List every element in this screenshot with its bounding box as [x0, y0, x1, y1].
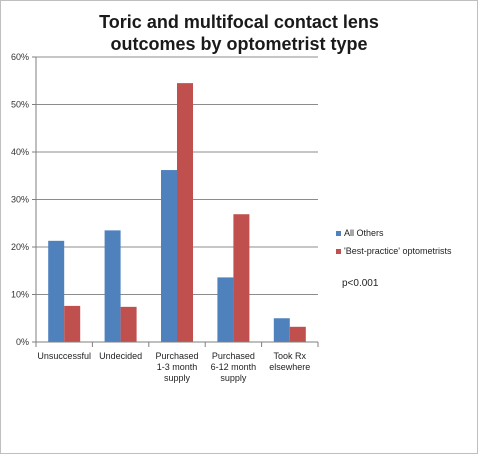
chart-title: Toric and multifocal contact lensoutcome…	[99, 12, 379, 54]
category-label: Undecided	[99, 351, 142, 361]
bar	[104, 230, 121, 342]
p-value-annotation: p<0.001	[342, 278, 379, 289]
bar	[120, 306, 137, 342]
legend: All Others 'Best-practice' optometrists	[336, 228, 452, 256]
bar	[217, 277, 234, 342]
y-axis-ticks: 0% 10% 20% 30% 40% 50% 60%	[11, 52, 36, 347]
legend-swatch	[336, 231, 341, 236]
category-label: Took Rx	[274, 351, 307, 361]
bar	[273, 318, 290, 342]
category-label: supply	[220, 373, 247, 383]
legend-label: All Others	[344, 228, 384, 238]
bar	[289, 326, 306, 342]
bars	[48, 83, 306, 342]
y-tick-label: 50%	[11, 100, 29, 110]
y-tick-label: 60%	[11, 52, 29, 62]
category-label: Purchased	[155, 351, 198, 361]
category-label: Unsuccessful	[37, 351, 91, 361]
bar	[177, 83, 193, 342]
axes	[35, 57, 319, 347]
category-label: Purchased	[212, 351, 255, 361]
bar	[64, 305, 81, 342]
bar	[48, 240, 65, 342]
gridlines	[36, 56, 318, 295]
category-label: 6-12 month	[211, 362, 257, 372]
y-tick-label: 10%	[11, 290, 29, 300]
category-label: supply	[164, 373, 191, 383]
category-label: 1-3 month	[157, 362, 198, 372]
legend-label: 'Best-practice' optometrists	[344, 246, 452, 256]
y-tick-label: 20%	[11, 242, 29, 252]
y-tick-label: 40%	[11, 147, 29, 157]
category-label: elsewhere	[269, 362, 310, 372]
bar	[161, 170, 177, 342]
y-tick-label: 30%	[11, 195, 29, 205]
title-line: outcomes by optometrist type	[110, 34, 367, 54]
title-line: Toric and multifocal contact lens	[99, 12, 379, 32]
legend-swatch	[336, 249, 341, 254]
bar	[233, 214, 250, 342]
y-tick-label: 0%	[16, 337, 29, 347]
